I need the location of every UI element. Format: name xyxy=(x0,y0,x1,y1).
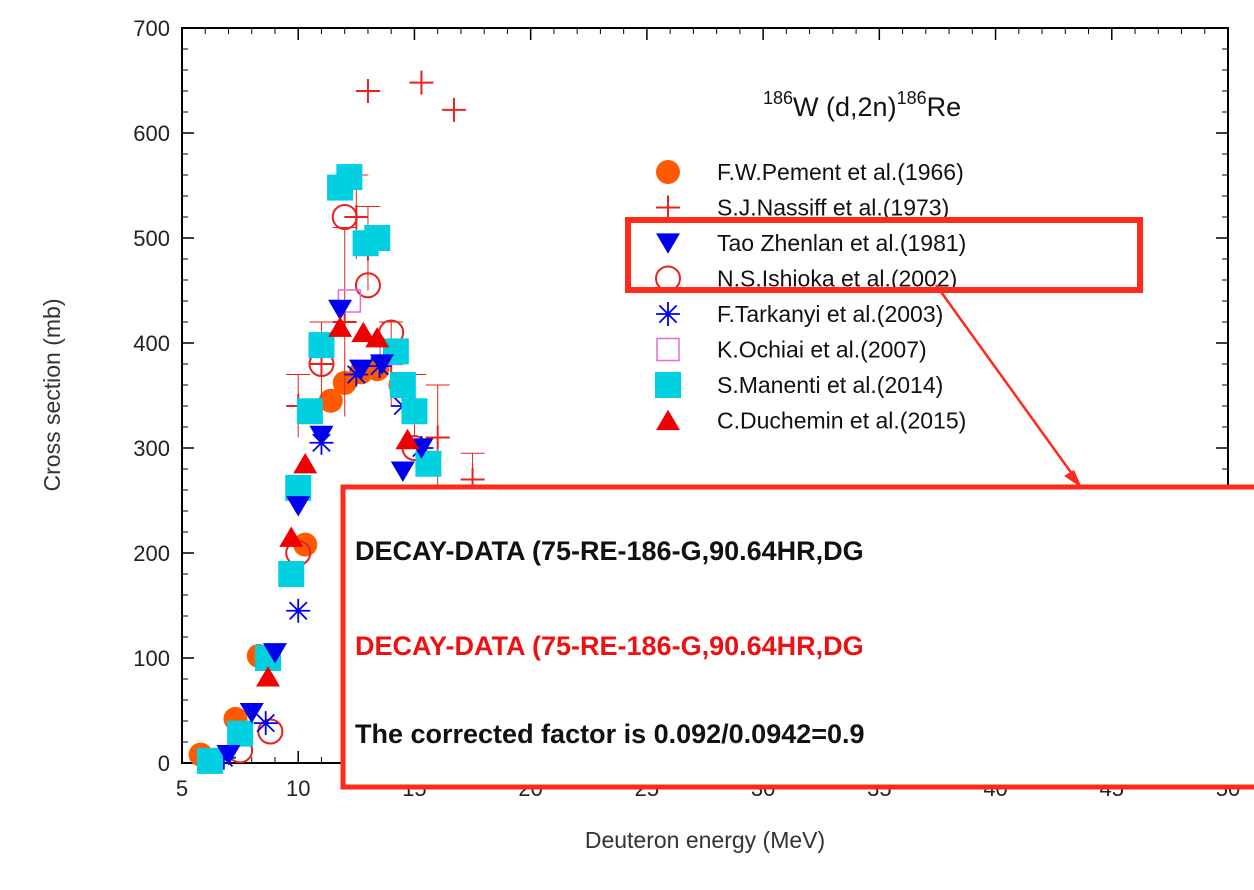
data-point xyxy=(395,428,420,450)
chart-title: 186W (d,2n)186Re xyxy=(763,88,961,122)
legend-label: Tao Zhenlan et al.(1981) xyxy=(717,230,966,256)
legend-label: C.Duchemin et al.(2015) xyxy=(717,408,966,434)
data-point xyxy=(328,316,353,337)
y-axis-label: Cross section (mb) xyxy=(39,299,65,492)
title-target-mass: 186 xyxy=(763,88,793,108)
annotation-line-3: The corrected factor is 0.092/0.0942=0.9 xyxy=(355,719,865,749)
data-point xyxy=(279,526,304,547)
data-point xyxy=(296,398,323,425)
y-tick-label: 100 xyxy=(133,646,170,671)
data-point xyxy=(328,299,353,321)
data-point xyxy=(390,461,415,482)
data-point xyxy=(262,643,287,664)
legend-label: F.W.Pement et al.(1966) xyxy=(717,159,964,185)
data-point xyxy=(216,745,241,766)
y-tick-label: 400 xyxy=(133,331,170,356)
data-point xyxy=(293,452,318,474)
data-point xyxy=(425,425,450,450)
y-tick-label: 700 xyxy=(133,16,170,41)
legend-marker xyxy=(656,195,680,220)
x-tick-label: 10 xyxy=(286,776,310,801)
y-tick-label: 200 xyxy=(133,541,170,566)
data-point xyxy=(293,532,318,557)
legend-marker xyxy=(656,409,680,431)
legend-marker xyxy=(655,265,681,292)
y-tick-label: 600 xyxy=(133,121,170,146)
data-point xyxy=(354,272,381,299)
annotation-line-2: DECAY-DATA (75-RE-186-G,90.64HR,DG xyxy=(355,631,864,661)
data-point xyxy=(409,70,434,95)
data-point xyxy=(355,79,380,103)
annotation-arrowhead xyxy=(1064,470,1082,488)
data-point xyxy=(344,362,369,387)
data-point xyxy=(351,321,376,343)
annotation-line-1: DECAY-DATA (75-RE-186-G,90.64HR,DG xyxy=(355,536,864,566)
legend-marker xyxy=(656,337,680,362)
data-point xyxy=(331,204,358,230)
data-point xyxy=(309,425,334,447)
y-tick-label: 500 xyxy=(133,226,170,251)
y-tick-label: 300 xyxy=(133,436,170,461)
data-point xyxy=(253,711,278,736)
legend-label: K.Ochiai et al.(2007) xyxy=(717,337,927,363)
legend: F.W.Pement et al.(1966) S.J.Nassiff et al… xyxy=(655,159,966,434)
title-product-mass: 186 xyxy=(897,88,927,108)
data-point xyxy=(286,598,311,623)
legend-marker xyxy=(655,372,681,398)
data-point xyxy=(401,398,428,425)
x-tick-label: 5 xyxy=(176,776,188,801)
annotation-arrow-line xyxy=(934,284,1077,479)
legend-label: S.Manenti et al.(2014) xyxy=(717,372,943,398)
title-product: Re xyxy=(927,92,962,122)
data-point xyxy=(365,326,390,348)
legend-label: S.J.Nassiff et al.(1973) xyxy=(717,195,949,221)
data-point xyxy=(364,225,391,251)
data-point xyxy=(336,164,363,191)
legend-label: F.Tarkanyi et al.(2003) xyxy=(717,301,943,327)
data-point xyxy=(441,97,466,122)
data-point xyxy=(196,747,223,774)
data-point xyxy=(211,745,236,770)
data-point xyxy=(286,496,311,517)
data-point xyxy=(256,666,281,687)
data-point xyxy=(239,703,264,724)
legend-marker xyxy=(656,233,680,254)
legend-marker xyxy=(656,160,680,184)
data-point xyxy=(318,388,343,413)
x-axis-label: Deuteron energy (MeV) xyxy=(585,827,825,853)
y-tick-label: 0 xyxy=(158,751,170,776)
title-target: W (d,2n) xyxy=(793,92,897,122)
data-point xyxy=(278,561,305,587)
data-point xyxy=(348,359,373,381)
data-point xyxy=(369,354,394,375)
legend-highlight-box xyxy=(625,217,1143,293)
annotation-box xyxy=(340,484,1254,790)
data-point xyxy=(227,720,254,747)
legend-marker xyxy=(656,302,680,326)
data-point xyxy=(389,372,416,398)
